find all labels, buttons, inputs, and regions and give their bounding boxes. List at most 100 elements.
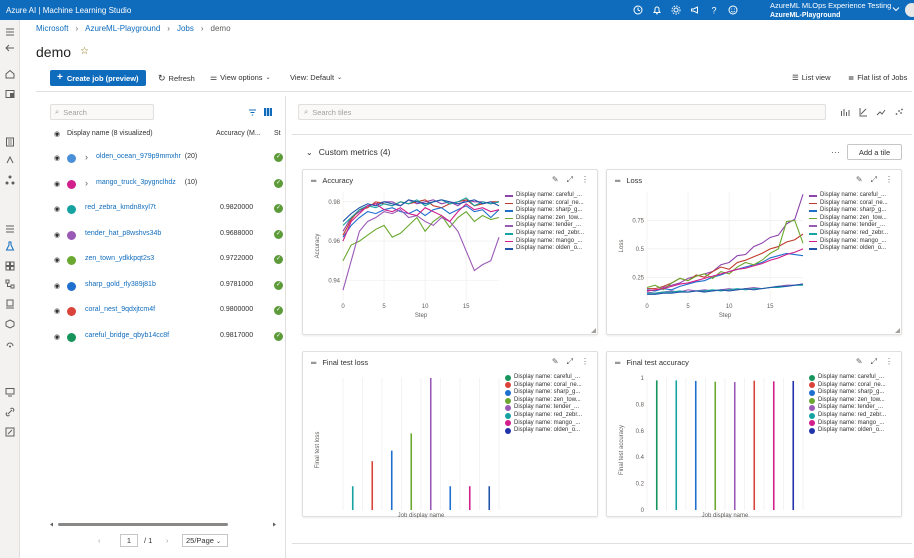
- legend-entry[interactable]: Display name: tender_...: [809, 404, 886, 412]
- favorite-star-icon[interactable]: ☆: [80, 46, 89, 57]
- edit-icon[interactable]: ✎: [855, 357, 863, 366]
- environments-icon[interactable]: [4, 298, 16, 310]
- column-header-status[interactable]: St: [274, 130, 281, 137]
- legend-entry[interactable]: Display name: mango_...: [505, 420, 582, 428]
- legend-entry[interactable]: Display name: olden_o...: [505, 245, 584, 253]
- scatter-chart-icon[interactable]: [894, 107, 904, 117]
- legend-entry[interactable]: Display name: tender_...: [809, 222, 888, 230]
- horizontal-scrollbar[interactable]: [50, 522, 276, 527]
- notebook-icon[interactable]: [4, 136, 16, 148]
- designer-icon[interactable]: [4, 174, 16, 186]
- chevron-right-icon[interactable]: ›: [85, 177, 88, 188]
- drag-handle-icon[interactable]: ═: [615, 358, 621, 367]
- line-chart-icon[interactable]: [876, 107, 886, 117]
- job-name-link[interactable]: olden_ocean_979p9mmxhr: [96, 153, 181, 160]
- accuracy-chart[interactable]: 0 5 10 15 0.94 0.96 0.98 Step Accuracy: [303, 170, 599, 336]
- drag-handle-icon[interactable]: ═: [311, 358, 317, 367]
- chevron-down-icon[interactable]: [892, 5, 900, 13]
- table-row[interactable]: ◉ › olden_ocean_979p9mmxhr (20) ✓: [50, 151, 286, 165]
- axis-chart-icon[interactable]: [858, 107, 868, 117]
- legend-entry[interactable]: Display name: sharp_g...: [505, 389, 582, 397]
- help-icon[interactable]: ?: [708, 4, 720, 16]
- model-catalog-icon[interactable]: [4, 88, 16, 100]
- color-swatch[interactable]: [67, 154, 76, 163]
- edit-icon[interactable]: ✎: [855, 175, 863, 184]
- eye-icon[interactable]: ◉: [54, 257, 61, 264]
- drag-handle-icon[interactable]: ═: [311, 176, 317, 185]
- legend-entry[interactable]: Display name: red_zebr...: [505, 412, 582, 420]
- endpoints-icon[interactable]: [4, 338, 16, 350]
- resize-handle-icon[interactable]: [895, 328, 900, 333]
- eye-icon[interactable]: ◉: [54, 308, 61, 315]
- eye-icon[interactable]: ◉: [54, 333, 61, 341]
- legend-entry[interactable]: Display name: mango_...: [809, 238, 888, 246]
- color-swatch[interactable]: [67, 256, 76, 265]
- legend-entry[interactable]: Display name: coral_ne...: [505, 200, 584, 208]
- loss-chart[interactable]: 0 5 10 15 0.25 0.5 0.75 Step Loss: [607, 170, 903, 336]
- color-swatch[interactable]: [67, 281, 76, 291]
- legend-entry[interactable]: Display name: red_zebr...: [505, 230, 584, 238]
- more-vertical-icon[interactable]: ⋮: [885, 175, 893, 184]
- eye-icon[interactable]: ◉: [54, 131, 61, 138]
- legend-entry[interactable]: Display name: sharp_g...: [505, 207, 584, 215]
- eye-icon[interactable]: ◉: [54, 206, 61, 213]
- legend-entry[interactable]: Display name: mango_...: [505, 238, 584, 246]
- view-options-button[interactable]: ⚌ View options ⌄: [210, 73, 271, 82]
- legend-entry[interactable]: Display name: olden_o...: [809, 245, 888, 253]
- legend-entry[interactable]: Display name: red_zebr...: [809, 230, 888, 238]
- data-icon[interactable]: [4, 222, 16, 234]
- resize-handle-icon[interactable]: [591, 328, 596, 333]
- more-vertical-icon[interactable]: ⋮: [581, 357, 589, 366]
- flat-list-button[interactable]: ≣ Flat list of Jobs: [848, 73, 907, 82]
- color-swatch[interactable]: [67, 179, 76, 189]
- table-row[interactable]: ◉ tender_hat_p8wshvs34b 0.9688000 ✓: [50, 228, 286, 242]
- color-swatch[interactable]: [67, 307, 76, 316]
- columns-icon[interactable]: [263, 107, 273, 117]
- list-view-button[interactable]: ☰ List view: [792, 73, 831, 82]
- add-tile-button[interactable]: Add a tile: [847, 144, 902, 160]
- compute-icon[interactable]: [4, 386, 16, 398]
- home-icon[interactable]: [4, 68, 16, 80]
- final-test-loss-chart[interactable]: Job display name Final test loss: [303, 352, 599, 518]
- previous-page-icon[interactable]: ‹: [98, 536, 101, 545]
- section-header[interactable]: ⌄ Custom metrics (4): [306, 147, 391, 157]
- drag-handle-icon[interactable]: ═: [615, 176, 621, 185]
- expand-icon[interactable]: ⤢: [870, 357, 877, 366]
- legend-entry[interactable]: Display name: olden_o...: [505, 427, 582, 435]
- legend-entry[interactable]: Display name: red_zebr...: [809, 412, 886, 420]
- breadcrumb-workspace[interactable]: AzureML-Playground: [85, 24, 161, 33]
- expand-icon[interactable]: ⤢: [870, 175, 877, 184]
- column-header-name[interactable]: Display name (8 visualized): [67, 130, 153, 137]
- job-name-link[interactable]: tender_hat_p8wshvs34b: [85, 229, 162, 237]
- app-title[interactable]: Azure AI | Machine Learning Studio: [6, 5, 132, 15]
- final-test-accuracy-chart[interactable]: 0 0.2 0.4 0.6 0.8 1 Job display name Final test…: [607, 352, 903, 518]
- jobs-search-input[interactable]: ⌕ Search: [50, 104, 154, 120]
- legend-entry[interactable]: Display name: zen_tow...: [505, 397, 582, 405]
- job-name-link[interactable]: careful_bridge_qbyb14cc8f: [85, 331, 170, 339]
- automl-icon[interactable]: [4, 154, 16, 166]
- legend-entry[interactable]: Display name: mango_...: [809, 420, 886, 428]
- table-row[interactable]: ◉ careful_bridge_qbyb14cc8f 0.9817000 ✓: [50, 330, 286, 344]
- labeling-icon[interactable]: [4, 426, 16, 438]
- page-number-input[interactable]: 1: [120, 534, 138, 547]
- expand-icon[interactable]: ⤢: [566, 357, 573, 366]
- job-name-link[interactable]: sharp_gold_rly389j81b: [85, 280, 156, 288]
- pipelines-icon[interactable]: [4, 278, 16, 290]
- column-header-accuracy[interactable]: Accuracy (M...: [216, 130, 261, 137]
- color-swatch[interactable]: [67, 332, 76, 342]
- more-vertical-icon[interactable]: ⋮: [581, 175, 589, 184]
- table-row[interactable]: ◉ sharp_gold_rly389j81b 0.9781000 ✓: [50, 279, 286, 293]
- eye-icon[interactable]: ◉: [54, 231, 61, 239]
- edit-icon[interactable]: ✎: [551, 175, 559, 184]
- view-selector[interactable]: View: Default ⌄: [290, 73, 342, 82]
- expand-icon[interactable]: ⤢: [566, 175, 573, 184]
- edit-icon[interactable]: ✎: [551, 357, 559, 366]
- hamburger-icon[interactable]: [4, 26, 16, 38]
- legend-entry[interactable]: Display name: careful_...: [809, 374, 886, 382]
- legend-entry[interactable]: Display name: careful_...: [505, 192, 584, 200]
- table-row[interactable]: ◉ red_zebra_kmdn8xyl7t 0.9820000 ✓: [50, 202, 286, 216]
- smiley-icon[interactable]: [727, 4, 739, 16]
- per-page-select[interactable]: 25/Page ⌄: [182, 534, 228, 547]
- job-name-link[interactable]: red_zebra_kmdn8xyl7t: [85, 204, 156, 211]
- table-row[interactable]: ◉ coral_nest_9qdxjtcm4f 0.9800000 ✓: [50, 304, 286, 318]
